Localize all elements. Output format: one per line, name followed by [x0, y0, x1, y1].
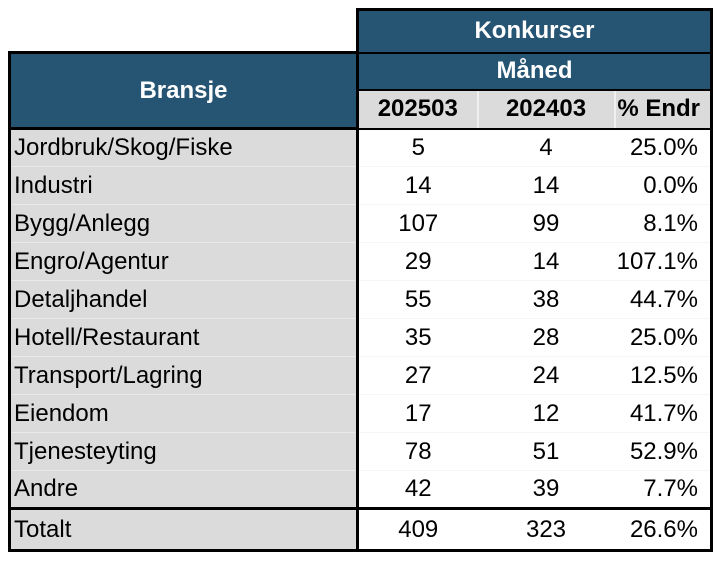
row-label: Jordbruk/Skog/Fiske: [8, 128, 359, 167]
row-label: Eiendom: [8, 394, 359, 433]
value-202403: 14: [477, 242, 615, 281]
pct-change: 8.1%: [614, 204, 713, 243]
pct-change: 12.5%: [614, 356, 713, 395]
row-label: Detaljhandel: [8, 280, 359, 319]
column-header-pct-endr: % Endr: [613, 88, 713, 130]
table-row: Engro/Agentur 29 14 107.1%: [8, 242, 713, 281]
row-label: Engro/Agentur: [8, 242, 359, 281]
value-202403: 38: [477, 280, 615, 319]
corner-spacer: [9, 9, 358, 53]
total-label: Totalt: [8, 507, 359, 552]
row-header-bransje: Bransje: [8, 51, 359, 130]
table-row: Tjenesteyting 78 51 52.9%: [8, 432, 713, 471]
table-row: Hotell/Restaurant 35 28 25.0%: [8, 318, 713, 357]
konkurser-table-container: Konkurser Bransje Måned 202503 202403 % …: [8, 8, 713, 552]
value-202503: 35: [357, 318, 478, 357]
value-202403: 4: [477, 128, 615, 167]
value-202503: 78: [357, 432, 478, 471]
value-202503: 29: [357, 242, 478, 281]
column-header-202403: 202403: [476, 88, 615, 130]
row-label: Tjenesteyting: [8, 432, 359, 471]
column-header-202503: 202503: [357, 88, 478, 130]
table-row: Jordbruk/Skog/Fiske 5 4 25.0%: [8, 128, 713, 167]
pct-change: 107.1%: [614, 242, 713, 281]
row-label: Industri: [8, 166, 359, 205]
pct-change: 7.7%: [614, 470, 713, 509]
total-202403: 323: [477, 507, 615, 552]
value-202503: 5: [357, 128, 478, 167]
table-row: Bygg/Anlegg 107 99 8.1%: [8, 204, 713, 243]
table-row: Transport/Lagring 27 24 12.5%: [8, 356, 713, 395]
total-row: Totalt 409 323 26.6%: [8, 507, 713, 552]
pct-change: 0.0%: [614, 166, 713, 205]
table-row: Industri 14 14 0.0%: [8, 166, 713, 205]
value-202503: 14: [357, 166, 478, 205]
total-pct-change: 26.6%: [614, 507, 713, 552]
value-202403: 28: [477, 318, 615, 357]
value-202503: 27: [357, 356, 478, 395]
value-202403: 51: [477, 432, 615, 471]
value-202403: 39: [477, 470, 615, 509]
value-202403: 14: [477, 166, 615, 205]
table-title: Konkurser: [356, 8, 713, 54]
pct-change: 25.0%: [614, 128, 713, 167]
row-label: Bygg/Anlegg: [8, 204, 359, 243]
pct-change: 41.7%: [614, 394, 713, 433]
table-row: Andre 42 39 7.7%: [8, 470, 713, 509]
value-202403: 12: [477, 394, 615, 433]
value-202403: 99: [477, 204, 615, 243]
total-202503: 409: [357, 507, 478, 552]
value-202503: 55: [357, 280, 478, 319]
pct-change: 52.9%: [614, 432, 713, 471]
value-202503: 42: [357, 470, 478, 509]
value-202503: 107: [357, 204, 478, 243]
row-label: Hotell/Restaurant: [8, 318, 359, 357]
table-row: Detaljhandel 55 38 44.7%: [8, 280, 713, 319]
row-label: Transport/Lagring: [8, 356, 359, 395]
table-row: Eiendom 17 12 41.7%: [8, 394, 713, 433]
value-202503: 17: [357, 394, 478, 433]
konkurser-table: Konkurser Bransje Måned 202503 202403 % …: [8, 8, 713, 552]
pct-change: 44.7%: [614, 280, 713, 319]
group-header-maned: Måned: [356, 51, 713, 91]
row-label: Andre: [8, 470, 359, 509]
pct-change: 25.0%: [614, 318, 713, 357]
value-202403: 24: [477, 356, 615, 395]
